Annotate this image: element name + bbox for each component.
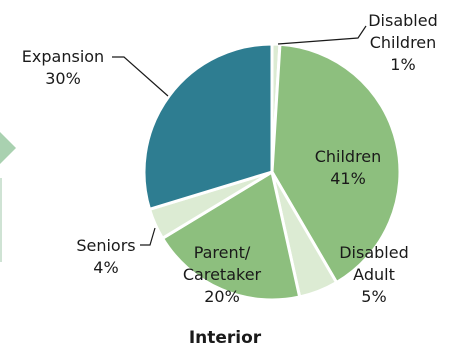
slice-category-label: Children bbox=[315, 147, 382, 166]
leader-line bbox=[112, 56, 169, 97]
pie-slice-children bbox=[270, 42, 402, 285]
slice-category-label: Children bbox=[370, 33, 437, 52]
slice-category-label: Caretaker bbox=[183, 265, 262, 284]
slice-value-label: 30% bbox=[45, 69, 81, 88]
left-edge-decoration bbox=[0, 132, 16, 164]
leader-line bbox=[140, 227, 156, 246]
chart-title: Interior bbox=[189, 328, 262, 348]
slice-category-label: Seniors bbox=[76, 236, 135, 255]
leader-line bbox=[277, 25, 367, 45]
slice-value-label: 1% bbox=[390, 55, 415, 74]
pie-slice-expansion bbox=[142, 42, 274, 211]
pie-slice-parent-caretaker bbox=[161, 170, 302, 302]
slice-value-label: 41% bbox=[330, 169, 366, 188]
slice-value-label: 5% bbox=[361, 287, 386, 306]
slice-category-label: Disabled bbox=[368, 11, 438, 30]
slice-category-label: Parent/ bbox=[194, 243, 251, 262]
slice-value-label: 20% bbox=[204, 287, 240, 306]
slice-category-label: Expansion bbox=[22, 47, 104, 66]
slice-value-label: 4% bbox=[93, 258, 118, 277]
slice-category-label: Disabled bbox=[339, 243, 409, 262]
slice-category-label: Adult bbox=[353, 265, 395, 284]
